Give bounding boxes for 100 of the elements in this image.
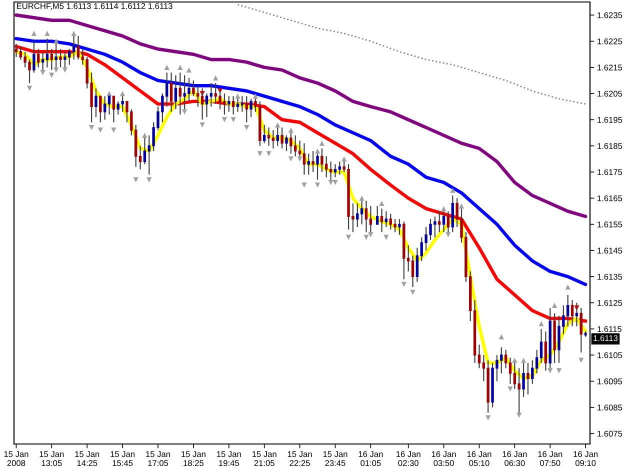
candlestick [364,200,368,233]
x-tick-label: 16 Jan 03:50 [432,451,456,466]
candlestick [478,344,481,369]
candlestick [526,362,530,395]
point [512,358,518,363]
candlestick [285,134,288,152]
point [200,122,205,128]
candlestick [376,205,379,225]
point [44,30,50,36]
point [359,196,364,201]
point [252,94,258,99]
point [88,124,94,130]
point [441,206,446,212]
point [379,200,384,206]
point [257,151,263,156]
point [297,156,302,162]
point [178,64,183,70]
y-tick-label: 1.6205 [598,90,622,97]
point [266,151,272,156]
candlestick [416,247,419,282]
point [53,38,59,44]
candlestick [267,126,270,146]
point [222,117,228,122]
x-tick-label: 16 Jan 09:10 [574,451,598,466]
y-tick-label: 1.6145 [598,248,622,254]
point [182,109,188,114]
candlestick [76,35,80,60]
candlestick [356,202,359,228]
point [40,70,46,76]
point [314,182,320,188]
candlestick [103,96,106,120]
x-tick-label: 15 Jan 13:05 [40,451,64,466]
point [410,290,416,295]
point [288,128,294,133]
candlestick [544,330,548,372]
candlestick [334,164,337,178]
point [401,282,407,288]
point [556,368,562,374]
point [485,415,491,420]
candlestick [59,48,62,68]
point [98,128,103,133]
line-series [14,36,588,286]
candlestick [37,48,40,68]
y-tick-label: 1.6095 [598,378,622,384]
point [111,128,116,133]
point [230,117,236,122]
point [450,188,456,193]
point [565,284,570,290]
candlestick [380,208,384,233]
chart-title: EURCHF,M5 1.6113 1.6114 1.6112 1.6113 [16,3,172,10]
point [319,140,325,146]
point [142,132,148,138]
y-tick-label: 1.6155 [598,222,622,228]
point [508,386,513,392]
line-series [14,13,588,218]
candlestick [451,194,454,233]
candlestick [535,349,538,374]
point [133,177,138,182]
candlestick [112,96,116,123]
candlestick [540,328,543,364]
candlestick [205,92,208,118]
y-tick-label: 1.6185 [598,143,622,149]
point [120,90,126,96]
point [49,72,54,78]
point [516,412,522,418]
candlestick [50,48,54,71]
candlestick [272,130,275,150]
candlestick [250,98,252,118]
point [186,67,192,73]
candlestick [94,88,98,118]
candlestick [210,82,213,108]
point [146,177,152,182]
candlestick [307,153,310,176]
x-tick-label: 15 Jan 21:05 [252,451,276,466]
candlestick [99,96,102,123]
candlestick [46,38,49,68]
point [368,232,374,238]
point [288,156,294,162]
candlestick [245,96,248,123]
candlestick [580,307,582,354]
y-tick-label: 1.6175 [598,169,622,176]
x-tick-label: 16 Jan 02:30 [396,451,420,466]
point [498,334,504,340]
point [314,148,320,154]
x-tick-label: 15 Jan 2008 [4,451,28,466]
candlestick [508,357,512,384]
point [384,234,389,240]
candlestick [338,160,342,176]
candlestick [566,294,570,327]
y-tick-label: 1.6115 [598,326,622,332]
point [275,122,280,128]
point [26,86,32,91]
point [346,234,352,240]
point [164,64,170,70]
point [446,232,451,238]
candlestick [570,300,574,327]
y-tick-label: 1.6225 [598,38,622,44]
candlestick [138,145,142,170]
point [244,124,250,130]
y-tick-label: 1.6075 [598,430,622,437]
